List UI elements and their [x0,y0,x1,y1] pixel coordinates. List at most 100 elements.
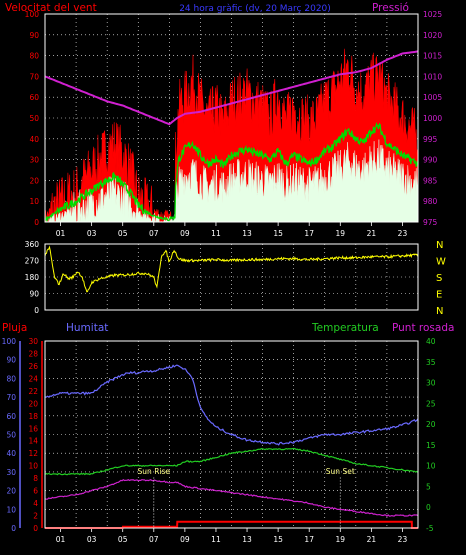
rain-tick: 4 [33,499,38,508]
y-tick-left: 80 [29,52,39,61]
chart-date-label: 24 hora gràfic (dv, 20 Març 2020) [179,4,331,14]
x-tick-label: 09 [180,535,190,544]
rain-tick: 30 [28,337,38,346]
y-tick-right: 1010 [423,72,442,81]
compass-label-n: N [436,240,443,251]
x-tick-label: 05 [118,229,128,238]
direction-tick: 90 [29,290,39,299]
rain-tick: 18 [28,412,38,421]
x-tick-label: 21 [367,229,377,238]
temperature-tick: 0 [426,503,431,512]
temperature-series [44,447,419,476]
y-tick-left: 30 [29,156,39,165]
rain-tick: 6 [33,487,38,496]
humidity-series [45,364,419,446]
x-tick-label: 21 [367,535,377,544]
sunrise-label: Sun Rise [138,467,171,476]
y-tick-left: 60 [29,93,39,102]
x-tick-label: 09 [180,229,190,238]
humidity-tick: 30 [6,468,16,477]
panel3-frame [44,340,419,529]
rain-series [45,520,418,529]
humidity-tick: 10 [6,505,16,514]
compass-label-w: W [436,257,446,268]
y-tick-right: 980 [423,197,438,206]
temperature-tick: 35 [426,358,436,367]
x-tick-label: 03 [87,535,97,544]
direction-tick: 180 [25,273,40,282]
temperature-tick: -5 [426,524,434,533]
panel2-frame [44,243,419,311]
direction-tick: 0 [34,306,39,315]
y-tick-right: 1000 [423,114,442,123]
x-tick-label: 17 [304,535,314,544]
humidity-tick: 70 [6,393,16,402]
humidity-tick: 100 [2,337,17,346]
dewpoint-label: Punt rosada [392,322,454,334]
temperature-tick: 25 [426,399,436,408]
x-tick-label: 15 [273,535,283,544]
humidity-tick: 80 [6,374,16,383]
x-tick-label: 23 [398,229,408,238]
panel1-frame [44,13,419,223]
x-tick-label: 07 [149,535,159,544]
x-tick-label: 07 [149,229,159,238]
temperature-tick: 40 [426,337,436,346]
wind-pressure-panel: 0102030405060708090100975980985990995100… [25,10,443,238]
humidity-label: Humitat [66,322,108,334]
y-tick-right: 985 [423,176,438,185]
x-tick-label: 03 [87,229,97,238]
x-tick-label: 19 [336,229,346,238]
x-tick-label: 01 [56,535,66,544]
humidity-tick: 0 [11,524,16,533]
rain-label: Pluja [2,322,27,334]
temperature-tick: 20 [426,420,436,429]
y-tick-right: 1015 [423,52,442,61]
x-tick-label: 11 [211,535,221,544]
sunset-label: Sun Set [326,467,355,476]
temperature-tick: 5 [426,482,431,491]
humidity-tick: 40 [6,449,16,458]
rain-tick: 28 [28,349,38,358]
y-tick-right: 975 [423,218,438,227]
y-tick-left: 90 [29,31,39,40]
humidity-temperature-panel: 0102030405060708090100024681012141618202… [2,337,436,544]
pressure-label: Pressió [372,2,409,14]
wind-minimum-series [44,139,419,223]
x-tick-label: 19 [336,535,346,544]
compass-label-e: E [436,290,442,301]
wind-direction-series [44,245,419,293]
compass-label-s: S [436,273,442,284]
y-tick-right: 1025 [423,10,442,19]
temperature-label: Temperatura [311,322,379,334]
temperature-tick: 30 [426,379,436,388]
rain-tick: 24 [28,374,38,383]
rain-tick: 22 [28,387,38,396]
humidity-tick: 20 [6,487,16,496]
humidity-tick: 60 [6,412,16,421]
dewpoint-series [44,478,419,518]
x-tick-label: 11 [211,229,221,238]
temperature-tick: 15 [426,441,436,450]
y-tick-left: 50 [29,114,39,123]
y-tick-left: 70 [29,72,39,81]
x-tick-label: 13 [242,535,252,544]
compass-label-n: N [436,306,443,317]
y-tick-right: 1005 [423,93,442,102]
y-tick-right: 1020 [423,31,442,40]
humidity-tick: 90 [6,356,16,365]
rain-tick: 2 [33,512,38,521]
humidity-tick: 50 [6,431,16,440]
direction-tick: 270 [25,257,40,266]
y-tick-right: 990 [423,156,438,165]
rain-tick: 8 [33,474,38,483]
x-tick-label: 01 [56,229,66,238]
y-tick-left: 10 [29,197,39,206]
y-tick-left: 20 [29,176,39,185]
rain-tick: 20 [28,399,38,408]
rain-tick: 26 [28,362,38,371]
x-tick-label: 15 [273,229,283,238]
